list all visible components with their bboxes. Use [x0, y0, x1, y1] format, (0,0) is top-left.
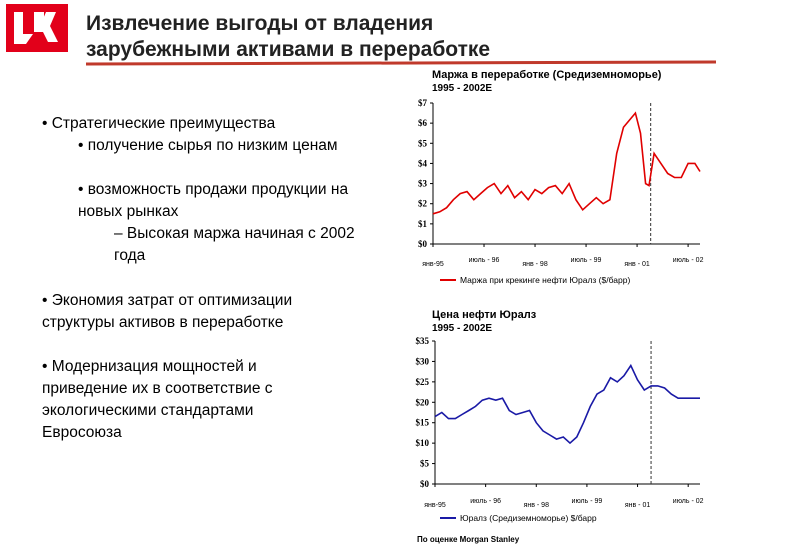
y-tick-label: $15 — [416, 418, 430, 428]
y-tick-label: $6 — [418, 118, 428, 128]
x-tick-label: июль - 96 — [470, 498, 501, 505]
x-tick-label: янв - 98 — [524, 502, 549, 509]
x-tick-label: июль - 96 — [469, 257, 500, 264]
y-tick-label: $1 — [418, 219, 428, 229]
y-tick-label: $5 — [420, 459, 430, 469]
x-tick-label: янв-95 — [422, 261, 444, 268]
title-underline — [85, 60, 717, 66]
y-tick-label: $20 — [416, 397, 430, 407]
series-line — [434, 363, 700, 445]
y-tick-label: $25 — [416, 377, 430, 387]
bullet: • Экономия затрат от оптимизации структу… — [42, 292, 293, 331]
y-tick-label: $30 — [416, 356, 430, 366]
bullet: – Высокая маржа начиная с 2002 года — [114, 225, 355, 264]
source: По оценке Morgan Stanley — [417, 535, 520, 544]
title: зарубежными активами в переработке — [86, 38, 491, 61]
y-tick-label: $2 — [418, 199, 428, 209]
x-tick-label: июль - 02 — [673, 257, 704, 264]
bullet: • возможность продажи продукции на новых… — [78, 181, 349, 220]
series-line — [432, 111, 701, 215]
x-tick-label: янв - 01 — [625, 502, 650, 509]
y-tick-label: $0 — [418, 239, 428, 249]
chart-subtitle: 1995 - 2002E — [432, 83, 492, 94]
x-tick-label: июль - 99 — [572, 498, 603, 505]
y-tick-label: $0 — [420, 479, 430, 489]
x-tick-label: янв - 98 — [522, 261, 547, 268]
y-tick-label: $10 — [416, 438, 430, 448]
bullet: • Стратегические преимущества — [42, 115, 276, 132]
x-tick-label: июль - 99 — [571, 257, 602, 264]
y-tick-label: $35 — [416, 336, 430, 346]
chart-subtitle: 1995 - 2002E — [432, 323, 492, 334]
bullet: • Модернизация мощностей и приведение их… — [42, 358, 273, 441]
x-tick-label: июль - 02 — [673, 498, 704, 505]
chart-title: Цена нефти Юралз — [432, 309, 537, 321]
y-tick-label: $7 — [418, 98, 428, 108]
title: Извлечение выгоды от владения — [86, 12, 434, 35]
x-tick-label: янв - 01 — [624, 261, 649, 268]
x-tick-label: янв-95 — [424, 502, 446, 509]
legend-label: Юралз (Средиземноморье) $/барр — [460, 513, 597, 523]
chart-title: Маржа в переработке (Средиземноморье) — [432, 69, 662, 81]
y-tick-label: $5 — [418, 138, 428, 148]
legend-label: Маржа при крекинге нефти Юралз ($/барр) — [460, 275, 630, 285]
y-tick-label: $4 — [418, 158, 428, 168]
bullet: • получение сырья по низким ценам — [78, 137, 338, 154]
y-tick-label: $3 — [418, 179, 428, 189]
logo-mark — [14, 12, 58, 44]
